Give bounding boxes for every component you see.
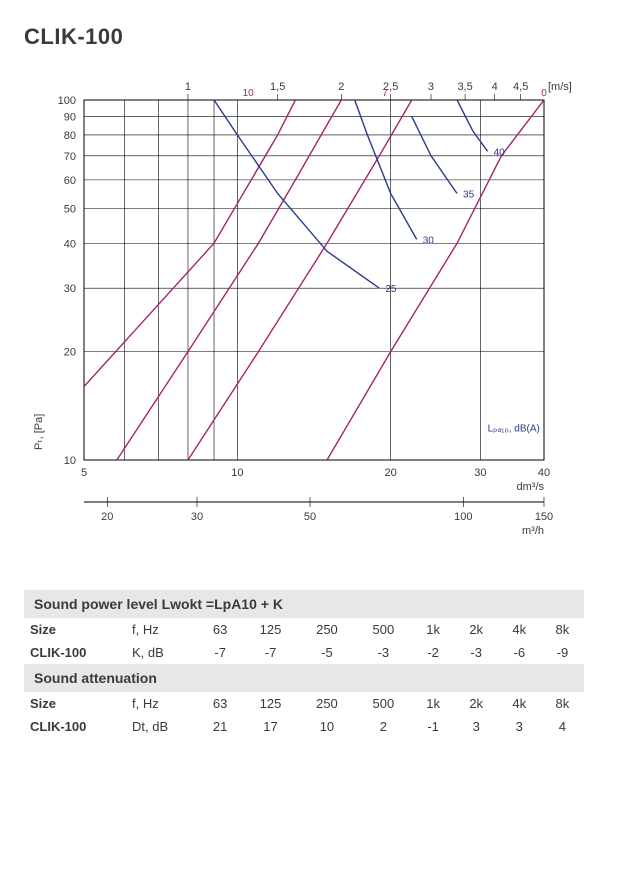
svg-text:10: 10	[231, 467, 243, 479]
svg-text:60: 60	[64, 175, 76, 187]
svg-text:80: 80	[64, 130, 76, 142]
table-row: CLIK-100 K, dB -7 -7 -5 -3 -2 -3 -6 -9	[24, 641, 584, 664]
svg-text:2: 2	[338, 81, 344, 93]
svg-text:25: 25	[385, 284, 397, 295]
svg-text:90: 90	[64, 111, 76, 123]
svg-text:30: 30	[474, 467, 486, 479]
table-sound-attenuation: Size f, Hz 63 125 250 500 1k 2k 4k 8k CL…	[24, 692, 584, 738]
freq-label: f, Hz	[126, 692, 198, 715]
size-label: Size	[24, 618, 126, 641]
svg-text:30: 30	[64, 283, 76, 295]
svg-text:20: 20	[64, 347, 76, 359]
svg-text:150: 150	[535, 511, 553, 523]
svg-text:Lₚₐ₁₀, dB(A): Lₚₐ₁₀, dB(A)	[488, 423, 540, 434]
table1-header: Sound power level Lwokt =LpA10 + K	[24, 590, 584, 618]
size-label: Size	[24, 692, 126, 715]
svg-text:3,5: 3,5	[457, 81, 472, 93]
svg-text:[m/s]: [m/s]	[548, 81, 572, 93]
svg-text:Pₜ, [Pa]: Pₜ, [Pa]	[33, 414, 45, 450]
svg-text:50: 50	[64, 203, 76, 215]
svg-text:100: 100	[58, 95, 76, 107]
svg-text:10: 10	[243, 88, 255, 99]
table-row: CLIK-100 Dt, dB 21 17 10 2 -1 3 3 4	[24, 715, 584, 738]
table-sound-power: Size f, Hz 63 125 250 500 1k 2k 4k 8k CL…	[24, 618, 584, 664]
svg-text:3: 3	[428, 81, 434, 93]
svg-text:35: 35	[463, 189, 475, 200]
svg-text:0: 0	[541, 88, 547, 99]
svg-text:1,5: 1,5	[270, 81, 285, 93]
svg-text:dm³/s: dm³/s	[517, 481, 545, 493]
table2-header: Sound attenuation	[24, 664, 584, 692]
svg-text:20: 20	[101, 511, 113, 523]
k-label: K, dB	[126, 641, 198, 664]
svg-text:4,5: 4,5	[513, 81, 528, 93]
svg-text:50: 50	[304, 511, 316, 523]
freq-label: f, Hz	[126, 618, 198, 641]
acoustic-tables: Sound power level Lwokt =LpA10 + K Size …	[24, 590, 584, 738]
svg-text:20: 20	[385, 467, 397, 479]
svg-text:40: 40	[64, 238, 76, 250]
svg-text:m³/h: m³/h	[522, 525, 544, 537]
svg-text:30: 30	[423, 235, 435, 246]
svg-text:30: 30	[191, 511, 203, 523]
model-label: CLIK-100	[24, 641, 126, 664]
page-title: CLIK-100	[24, 24, 612, 50]
svg-text:40: 40	[494, 147, 506, 158]
svg-text:40: 40	[538, 467, 550, 479]
svg-text:100: 100	[454, 511, 472, 523]
svg-text:70: 70	[64, 151, 76, 163]
performance-chart: 10203040506070809010051020304011,522,533…	[24, 70, 584, 550]
svg-text:10: 10	[64, 455, 76, 467]
table-row: Size f, Hz 63 125 250 500 1k 2k 4k 8k	[24, 618, 584, 641]
model-label: CLIK-100	[24, 715, 126, 738]
dt-label: Dt, dB	[126, 715, 198, 738]
svg-text:7: 7	[382, 88, 388, 99]
svg-text:1: 1	[185, 81, 191, 93]
svg-text:5: 5	[81, 467, 87, 479]
table-row: Size f, Hz 63 125 250 500 1k 2k 4k 8k	[24, 692, 584, 715]
svg-text:4: 4	[492, 81, 498, 93]
